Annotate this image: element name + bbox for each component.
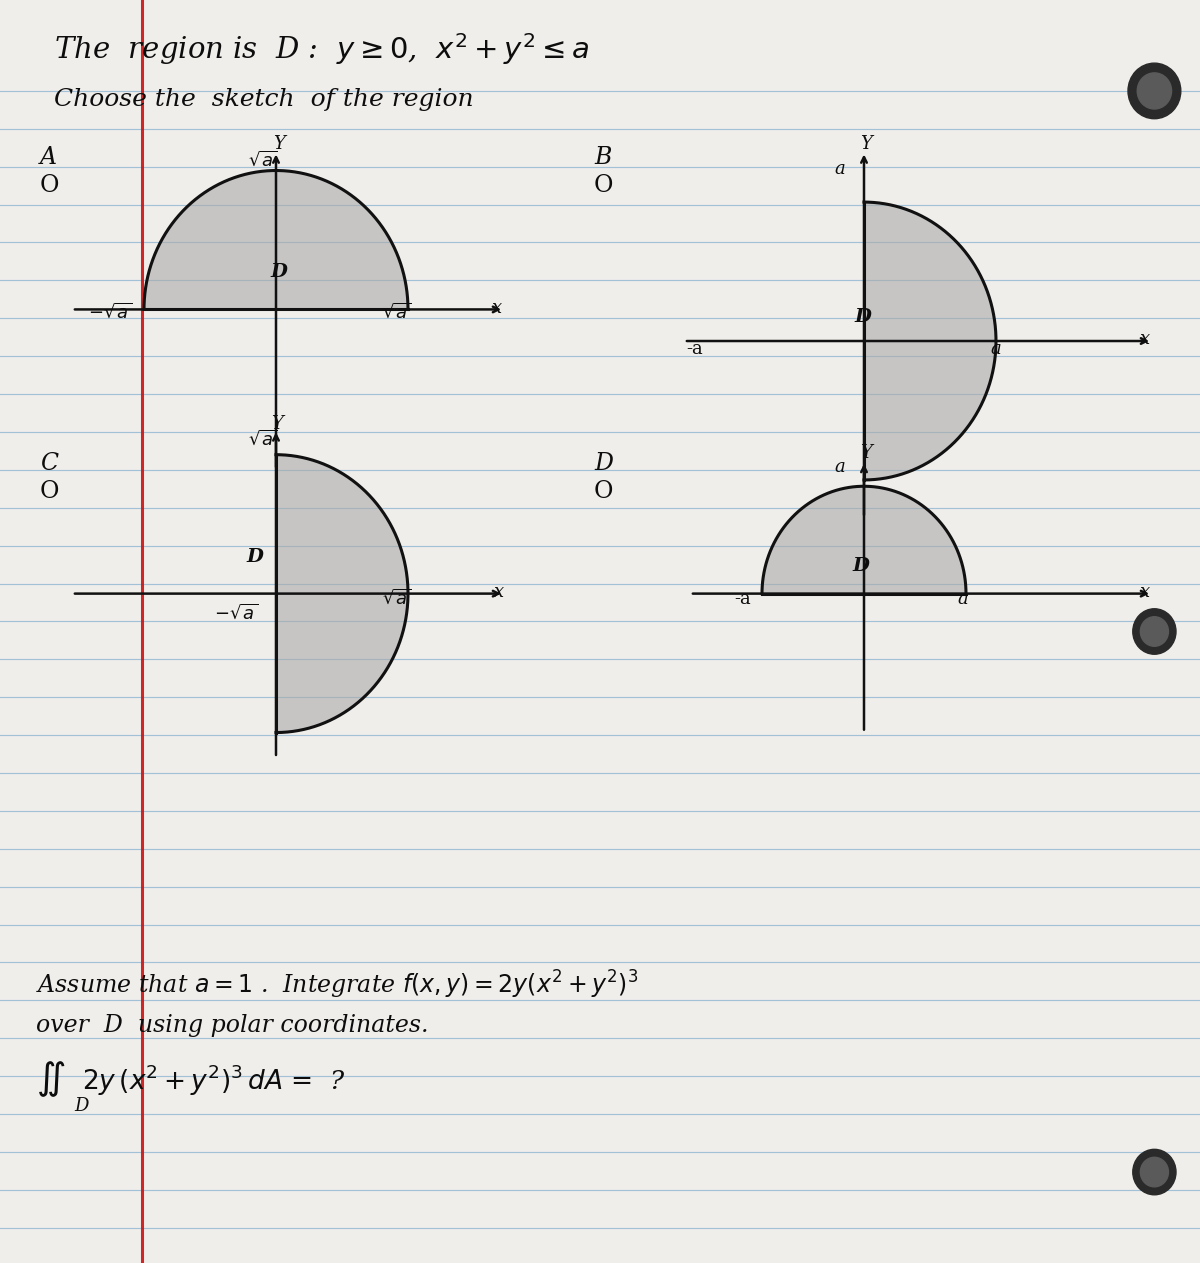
Text: D: D xyxy=(74,1098,89,1115)
Circle shape xyxy=(1128,63,1181,119)
Text: x: x xyxy=(494,584,504,601)
Polygon shape xyxy=(864,202,996,480)
Text: D: D xyxy=(270,263,287,280)
Text: D: D xyxy=(854,308,871,326)
Text: $\sqrt{a}$: $\sqrt{a}$ xyxy=(248,429,277,448)
Text: O: O xyxy=(594,480,613,503)
Text: over  D  using polar coordinates.: over D using polar coordinates. xyxy=(36,1014,428,1037)
Text: Y: Y xyxy=(860,135,872,153)
Text: Y: Y xyxy=(860,445,872,462)
Circle shape xyxy=(1138,73,1171,109)
Circle shape xyxy=(1133,609,1176,654)
Text: B: B xyxy=(594,147,611,169)
Text: D: D xyxy=(246,548,263,566)
Text: D: D xyxy=(852,557,869,575)
Text: O: O xyxy=(40,174,59,197)
Text: O: O xyxy=(594,174,613,197)
Text: $\sqrt{a}$: $\sqrt{a}$ xyxy=(248,150,277,169)
Text: $-\sqrt{a}$: $-\sqrt{a}$ xyxy=(214,604,258,623)
Text: $\sqrt{a}$: $\sqrt{a}$ xyxy=(382,589,410,608)
Text: Y: Y xyxy=(271,416,283,433)
Text: $-\sqrt{a}$: $-\sqrt{a}$ xyxy=(88,303,132,322)
Text: x: x xyxy=(1140,330,1150,347)
Text: a: a xyxy=(958,590,968,608)
Text: $\sqrt{a}$: $\sqrt{a}$ xyxy=(382,303,410,322)
Text: a: a xyxy=(990,340,1001,357)
Text: a: a xyxy=(834,160,845,178)
Text: Choose the  sketch  of the region: Choose the sketch of the region xyxy=(54,88,474,111)
Text: O: O xyxy=(40,480,59,503)
Text: a: a xyxy=(834,458,845,476)
Text: C: C xyxy=(40,452,58,475)
Polygon shape xyxy=(276,455,408,733)
Circle shape xyxy=(1140,1157,1169,1187)
Text: x: x xyxy=(1140,584,1150,601)
Text: $\iint$  $2y\,(x^2+y^2)^3\,dA$ =  ?: $\iint$ $2y\,(x^2+y^2)^3\,dA$ = ? xyxy=(36,1058,346,1099)
Text: A: A xyxy=(40,147,56,169)
Text: -a: -a xyxy=(686,340,703,357)
Text: The  region is  D :  $y \geq 0$,  $x^2 + y^2 \leq a$: The region is D : $y \geq 0$, $x^2 + y^2… xyxy=(54,32,589,67)
Text: D: D xyxy=(594,452,613,475)
Text: x: x xyxy=(492,299,502,317)
Text: Assume that $a = 1$ .  Integrate $f(x, y) = 2y(x^2 + y^2)^3$: Assume that $a = 1$ . Integrate $f(x, y)… xyxy=(36,969,638,1002)
Polygon shape xyxy=(144,171,408,309)
Circle shape xyxy=(1140,616,1169,647)
Circle shape xyxy=(1133,1149,1176,1195)
Polygon shape xyxy=(762,486,966,594)
Text: -a: -a xyxy=(734,590,751,608)
Text: Y: Y xyxy=(274,135,286,153)
